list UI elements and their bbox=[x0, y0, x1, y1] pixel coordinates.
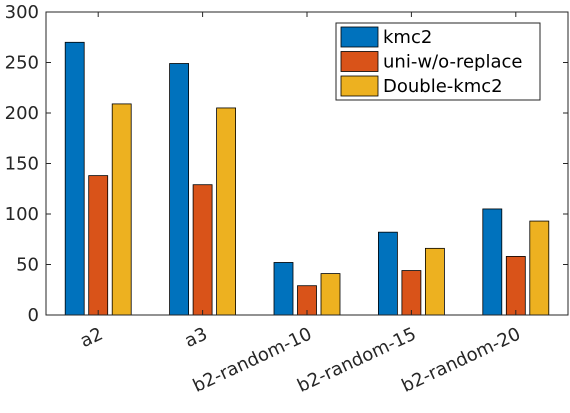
bar-kmc2-b2-random-15 bbox=[377, 231, 398, 316]
legend-label: kmc2 bbox=[383, 27, 432, 48]
legend-swatch bbox=[340, 75, 379, 97]
legend: kmc2 uni-w/o-replace Double-kmc2 bbox=[335, 22, 541, 101]
y-tick-label: 100 bbox=[5, 204, 39, 225]
legend-label: Double-kmc2 bbox=[383, 76, 503, 97]
bar-double-kmc2-b2-random-20 bbox=[529, 220, 550, 316]
bar-uni-w-o-replace-b2-random-20 bbox=[505, 256, 526, 316]
bars-group bbox=[64, 41, 550, 316]
legend-swatch bbox=[340, 26, 379, 48]
bar-uni-w-o-replace-a3 bbox=[192, 184, 213, 316]
bar-uni-w-o-replace-a2 bbox=[88, 175, 109, 316]
x-tick-label: b2-random-20 bbox=[398, 323, 523, 396]
x-tick-label: a3 bbox=[181, 323, 210, 352]
y-tick-label: 300 bbox=[5, 2, 39, 23]
y-tick-label: 200 bbox=[5, 103, 39, 124]
y-tick-label: 250 bbox=[5, 53, 39, 74]
y-tick-label: 150 bbox=[5, 154, 39, 175]
x-tick-label: b2-random-10 bbox=[190, 323, 315, 396]
legend-label: uni-w/o-replace bbox=[383, 52, 522, 73]
x-tick-label: a2 bbox=[77, 323, 106, 352]
bar-double-kmc2-b2-random-10 bbox=[320, 273, 341, 316]
bar-double-kmc2-a3 bbox=[216, 107, 237, 316]
bar-double-kmc2-a2 bbox=[111, 103, 132, 316]
bar-uni-w-o-replace-b2-random-15 bbox=[401, 270, 422, 316]
bar-kmc2-a3 bbox=[169, 63, 190, 316]
y-axis: 0 50 100 150 200 250 300 bbox=[5, 2, 568, 326]
bar-double-kmc2-b2-random-15 bbox=[424, 247, 445, 316]
bar-kmc2-b2-random-20 bbox=[482, 208, 503, 316]
bar-kmc2-a2 bbox=[64, 41, 85, 316]
bar-kmc2-b2-random-10 bbox=[273, 262, 294, 316]
y-tick-label: 0 bbox=[28, 305, 39, 326]
legend-swatch bbox=[340, 51, 379, 72]
x-tick-label: b2-random-15 bbox=[294, 323, 419, 396]
y-tick-label: 50 bbox=[16, 255, 39, 276]
